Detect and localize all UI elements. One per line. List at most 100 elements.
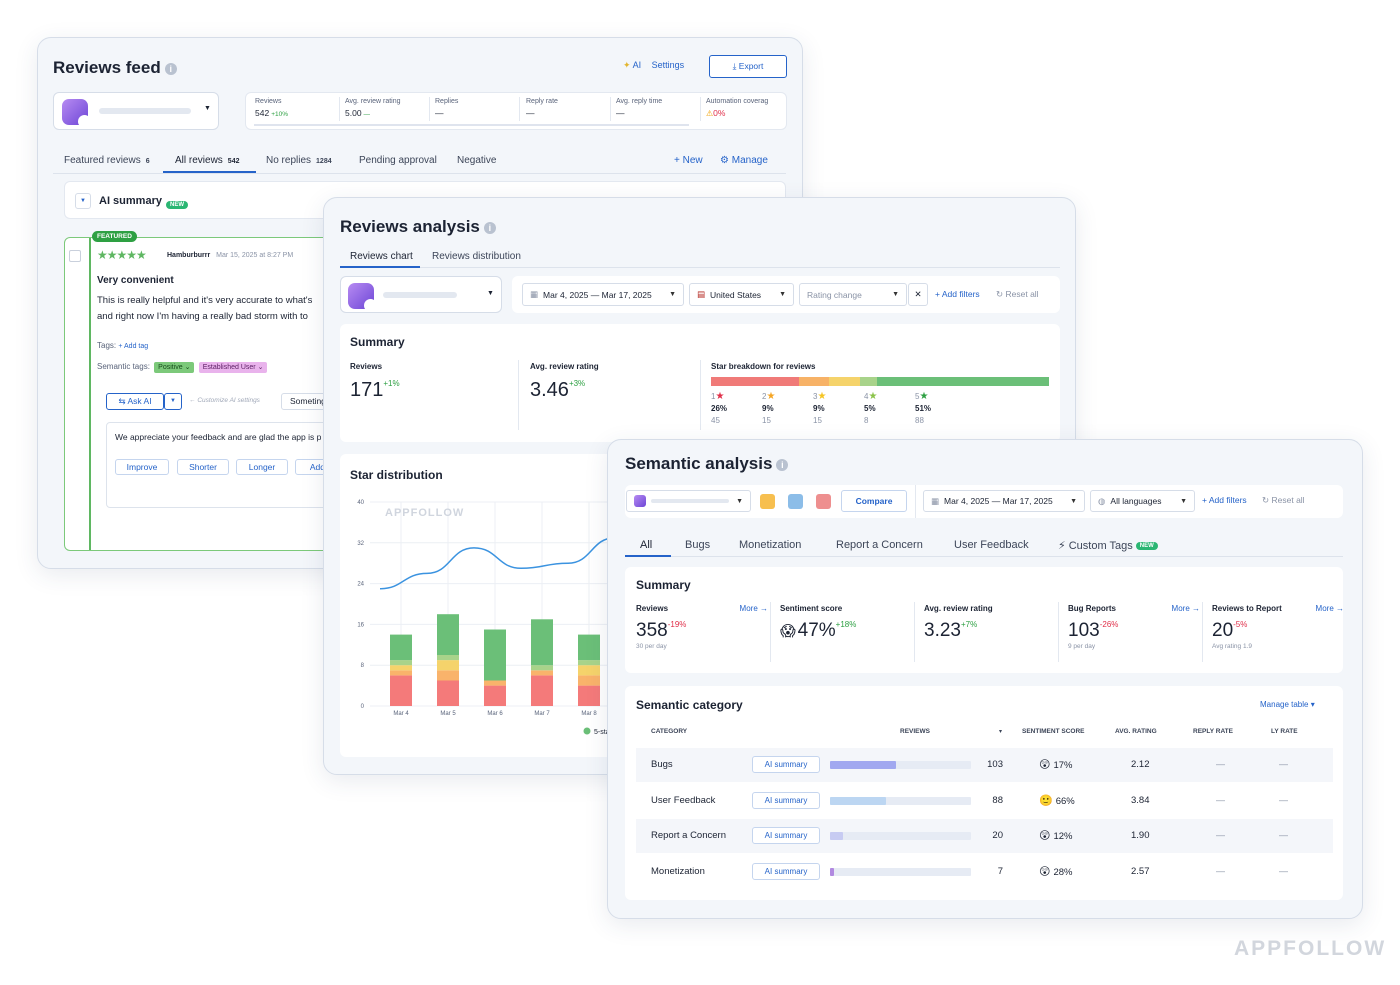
semantic-tags-row: Semantic tags: Positive ⌄ Established Us… [97, 362, 268, 373]
add-filters-link[interactable]: + Add filters [1202, 495, 1247, 505]
reply-editor[interactable]: We appreciate your feedback and are glad… [106, 422, 365, 508]
ai-summary-button[interactable]: AI summary [752, 862, 820, 880]
table-row[interactable]: User Feedback AI summary 88 🙂 66% 3.84 — — [636, 784, 1333, 818]
tab-label: Report a Concern [836, 539, 923, 551]
tab-reviews-chart[interactable]: Reviews chart [350, 251, 413, 262]
ai-summary-button[interactable]: AI summary [752, 827, 820, 844]
stat-label: Automation coverag [706, 98, 769, 105]
ai-summary-button[interactable]: AI summary [752, 791, 820, 809]
tag-established-user[interactable]: Established User ⌄ [198, 362, 268, 373]
tab-monetization[interactable]: Monetization [739, 539, 801, 551]
ai-summary-button[interactable]: AI summary [752, 756, 820, 773]
reset-all-link[interactable]: ↻ Reset all [1262, 495, 1305, 506]
app-selector[interactable]: ▼ [340, 276, 502, 313]
chevron-down-icon: ▼ [1180, 497, 1187, 505]
shorter-button[interactable]: Shorter [177, 459, 229, 475]
kpi-value: 103-26% [1068, 620, 1200, 642]
manage-button[interactable]: ⚙ Manage [720, 155, 768, 166]
y-tick-label: 32 [357, 541, 364, 547]
more-link[interactable]: More → [1315, 604, 1344, 613]
info-icon[interactable]: i [164, 62, 177, 75]
manage-table-dropdown[interactable]: Manage table ▾ [1260, 700, 1315, 709]
breakdown-column: 1★ 26% 45 [711, 391, 727, 427]
tab-user-feedback[interactable]: User Feedback [954, 539, 1029, 551]
compare-app-icon-2[interactable] [788, 494, 803, 509]
sparkle-icon: ✦ [623, 60, 631, 70]
expand-toggle[interactable]: ▼ [75, 193, 91, 209]
tab-no-replies[interactable]: No replies 1284 [266, 155, 332, 166]
reviews-count: 7 [997, 865, 1003, 877]
compare-app-icon-3[interactable] [816, 494, 831, 509]
table-row[interactable]: Bugs AI summary 103 😲 17% 2.12 — — [636, 748, 1333, 782]
tags-row: Tags: + Add tag [97, 341, 148, 350]
add-filters-link[interactable]: + Add filters [935, 289, 980, 299]
tag-positive[interactable]: Positive ⌄ [154, 362, 195, 373]
ask-ai-dropdown[interactable]: ▼ [164, 393, 182, 410]
add-tag-link[interactable]: + Add tag [118, 343, 149, 350]
bar-segment [437, 655, 459, 661]
stat-label: Avg. review rating [345, 98, 401, 105]
select-checkbox[interactable] [69, 250, 81, 262]
tab-all[interactable]: All [640, 539, 652, 551]
reviews-bar-track [830, 761, 971, 769]
reviews-delta: +1% [383, 379, 400, 388]
tab-reviews-distribution[interactable]: Reviews distribution [432, 251, 521, 262]
tab-featured-reviews[interactable]: Featured reviews 6 [64, 155, 150, 166]
tab-count: 1284 [316, 158, 332, 165]
export-button[interactable]: ⤓ Export [709, 55, 787, 78]
language-select[interactable]: ◍ All languages ▼ [1090, 490, 1195, 512]
ai-settings[interactable]: ✦ AI Settings [623, 60, 684, 71]
ask-ai-button[interactable]: ⇆ Ask AI [106, 393, 164, 410]
reply-rate: — [1216, 830, 1225, 840]
more-link[interactable]: More → [1171, 604, 1200, 613]
tab-label: No replies [266, 155, 312, 166]
date-range-label: Mar 4, 2025 — Mar 17, 2025 [543, 289, 652, 300]
tab-report-a-concern[interactable]: Report a Concern [836, 539, 923, 551]
more-link[interactable]: More → [739, 604, 768, 613]
date-range-select[interactable]: ▦ Mar 4, 2025 — Mar 17, 2025 ▼ [522, 283, 684, 306]
sort-icon[interactable]: ▾ [999, 729, 1003, 735]
table-row[interactable]: Monetization AI summary 7 😲 28% 2.57 — — [636, 855, 1333, 889]
kpi-item: Reviews More → 358-19% 30 per day [636, 604, 768, 664]
app-selector[interactable]: ▼ [626, 490, 751, 512]
improve-button[interactable]: Improve [115, 459, 169, 475]
table-row[interactable]: Report a Concern AI summary 20 😲 12% 1.90 — — [636, 819, 1333, 853]
sentiment-emoji-icon: 😲 [1039, 759, 1051, 771]
sentiment-score: 😲 12% [1039, 829, 1072, 842]
divider [915, 485, 916, 518]
stat-value-text: 542 [255, 108, 270, 118]
kpi-value-text: 20 [1212, 620, 1234, 641]
date-range-select[interactable]: ▦ Mar 4, 2025 — Mar 17, 2025 ▼ [923, 490, 1085, 512]
star-icon: ★ [868, 391, 878, 402]
tab-negative[interactable]: Negative [457, 155, 496, 166]
feed-title-wrap: Reviews feed i [53, 58, 177, 78]
ai-label: AI [632, 60, 642, 70]
bar-segment [531, 670, 553, 676]
rating-change-select[interactable]: Rating change ▼ [799, 283, 907, 306]
info-icon[interactable]: i [483, 221, 496, 234]
tab-bugs[interactable]: Bugs [685, 539, 710, 551]
reset-all-link[interactable]: ↻ Reset all [996, 289, 1039, 300]
tab-all-reviews[interactable]: All reviews 542 [175, 155, 239, 166]
app-selector[interactable]: ▼ [53, 92, 219, 130]
kpi-value: 😱 47%+18% [780, 620, 912, 642]
compare-button[interactable]: Compare [841, 490, 907, 512]
longer-button[interactable]: Longer [236, 459, 288, 475]
compare-app-icon-1[interactable] [760, 494, 775, 509]
app-icon [62, 99, 91, 128]
tab-custom-tags[interactable]: ⚡ Custom Tags NEW [1058, 539, 1158, 552]
customize-ai-link[interactable]: ← Customize AI settings [189, 397, 260, 404]
info-icon[interactable]: i [776, 458, 789, 471]
bar-segment [437, 660, 459, 671]
star-breakdown-segment [829, 377, 860, 386]
country-select[interactable]: ▤ United States ▼ [689, 283, 794, 306]
sentiment-value: 66% [1055, 795, 1075, 807]
sentiment-value: 17% [1053, 760, 1073, 771]
bar-segment [578, 665, 600, 676]
new-button[interactable]: + New [674, 155, 703, 166]
reply-text[interactable]: We appreciate your feedback and are glad… [115, 432, 322, 442]
clear-filter-button[interactable]: ✕ [908, 283, 928, 306]
settings-link[interactable]: Settings [651, 60, 685, 70]
analysis-summary-card: Summary Reviews 171+1% Avg. review ratin… [340, 324, 1060, 442]
tab-pending-approval[interactable]: Pending approval [359, 155, 437, 166]
